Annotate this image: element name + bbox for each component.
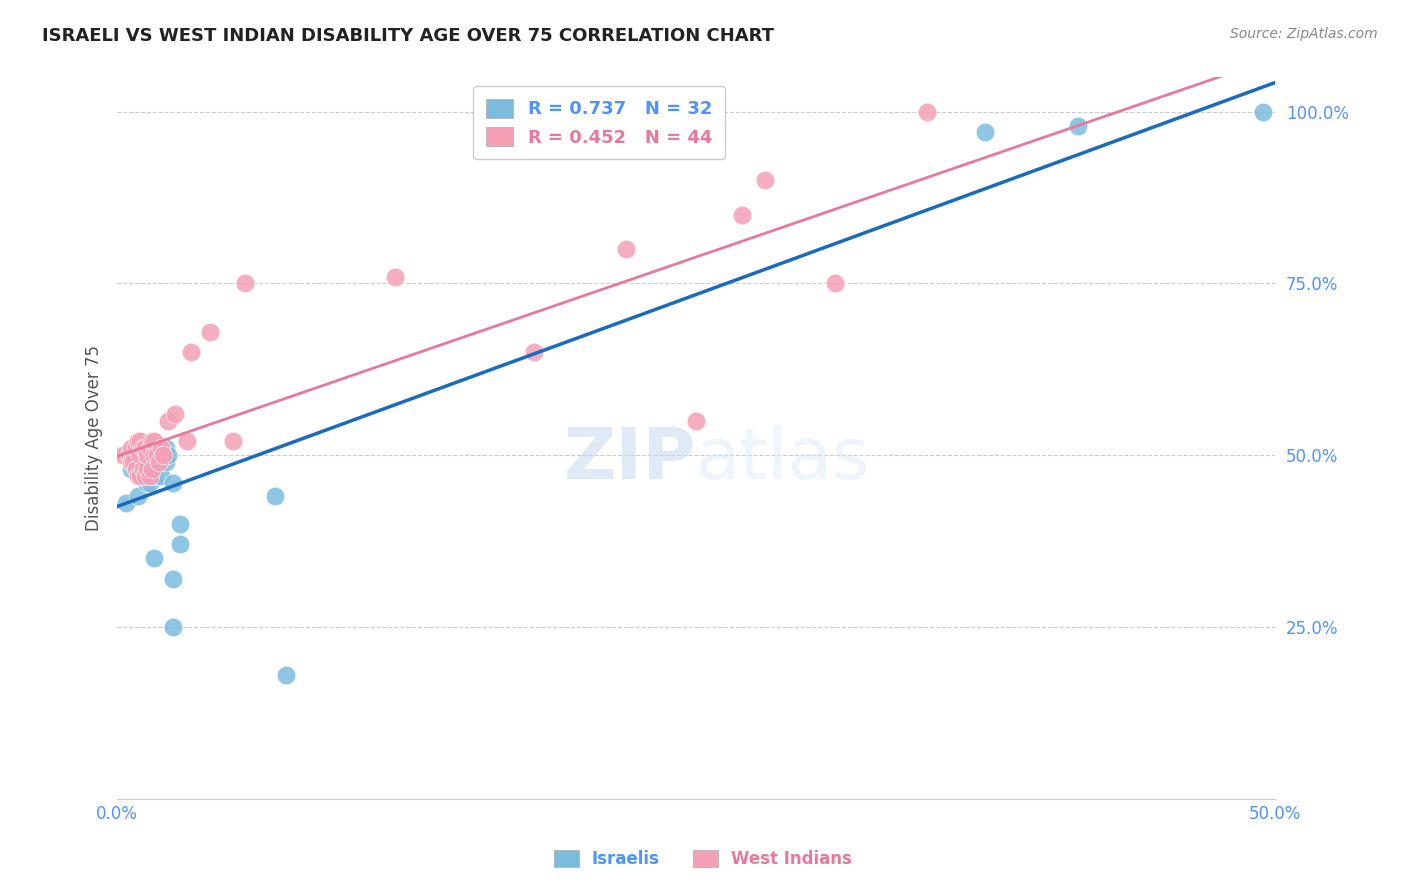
Point — [143, 434, 166, 449]
Point — [162, 572, 184, 586]
Point — [165, 407, 187, 421]
Point — [125, 442, 148, 456]
Point — [143, 468, 166, 483]
Point — [731, 208, 754, 222]
Point — [148, 455, 170, 469]
Point — [125, 442, 148, 456]
Point — [276, 668, 298, 682]
Text: atlas: atlas — [696, 425, 870, 494]
Point — [127, 489, 149, 503]
Point — [155, 442, 177, 456]
Point — [127, 455, 149, 469]
Point — [824, 277, 846, 291]
Point — [169, 537, 191, 551]
Point — [115, 496, 138, 510]
Point — [141, 448, 163, 462]
Point — [1067, 119, 1090, 133]
Point — [129, 434, 152, 449]
Point — [157, 448, 180, 462]
Text: ZIP: ZIP — [564, 425, 696, 494]
Point — [155, 455, 177, 469]
Point — [134, 468, 156, 483]
Point — [129, 468, 152, 483]
Point — [118, 448, 141, 462]
Point — [180, 345, 202, 359]
Point — [127, 434, 149, 449]
Point — [145, 448, 167, 462]
Point — [134, 442, 156, 456]
Point — [120, 455, 142, 469]
Point — [150, 442, 173, 456]
Text: ISRAELI VS WEST INDIAN DISABILITY AGE OVER 75 CORRELATION CHART: ISRAELI VS WEST INDIAN DISABILITY AGE OV… — [42, 27, 775, 45]
Point — [198, 325, 221, 339]
Point — [131, 442, 153, 456]
Legend: Israelis, West Indians: Israelis, West Indians — [547, 843, 859, 875]
Point — [157, 414, 180, 428]
Point — [162, 620, 184, 634]
Point — [754, 173, 776, 187]
Point — [138, 475, 160, 490]
Point — [131, 455, 153, 469]
Point — [125, 462, 148, 476]
Point — [129, 448, 152, 462]
Point — [136, 448, 159, 462]
Point — [141, 434, 163, 449]
Point — [134, 442, 156, 456]
Point — [1251, 104, 1274, 119]
Point — [112, 448, 135, 462]
Point — [384, 269, 406, 284]
Point — [141, 462, 163, 476]
Point — [120, 442, 142, 456]
Point — [152, 448, 174, 462]
Point — [685, 414, 707, 428]
Point — [138, 455, 160, 469]
Point — [162, 475, 184, 490]
Point — [917, 104, 939, 119]
Point — [169, 516, 191, 531]
Point — [176, 434, 198, 449]
Point — [145, 448, 167, 462]
Point — [233, 277, 256, 291]
Point — [131, 462, 153, 476]
Text: Source: ZipAtlas.com: Source: ZipAtlas.com — [1230, 27, 1378, 41]
Point — [150, 468, 173, 483]
Point — [127, 468, 149, 483]
Point — [222, 434, 245, 449]
Point — [122, 455, 145, 469]
Point — [120, 462, 142, 476]
Point — [134, 448, 156, 462]
Point — [136, 475, 159, 490]
Point — [143, 551, 166, 566]
Point — [136, 448, 159, 462]
Point — [138, 468, 160, 483]
Point — [111, 448, 134, 462]
Point — [138, 442, 160, 456]
Point — [616, 242, 638, 256]
Legend: R = 0.737   N = 32, R = 0.452   N = 44: R = 0.737 N = 32, R = 0.452 N = 44 — [474, 87, 724, 160]
Point — [974, 125, 997, 139]
Point — [136, 462, 159, 476]
Point — [523, 345, 546, 359]
Point — [131, 468, 153, 483]
Point — [138, 448, 160, 462]
Point — [263, 489, 285, 503]
Point — [143, 448, 166, 462]
Y-axis label: Disability Age Over 75: Disability Age Over 75 — [86, 345, 103, 531]
